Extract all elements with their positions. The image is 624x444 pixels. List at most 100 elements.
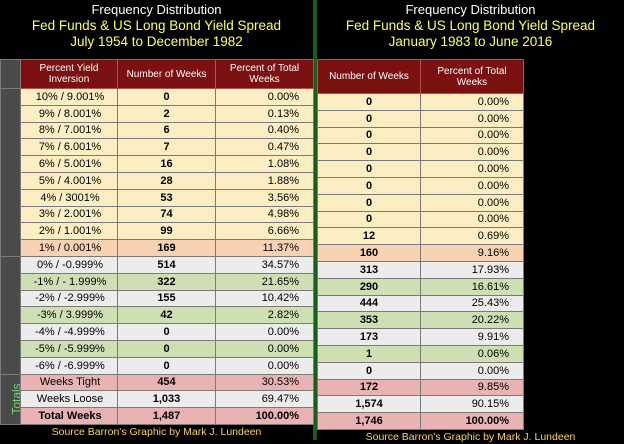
inversion-cell: 3% / 2.001% bbox=[21, 206, 118, 223]
percent-cell: 0.00% bbox=[421, 177, 524, 194]
table-row: Tight Money10% / 9.001%00.00% bbox=[318, 94, 624, 111]
table-row: 9% / 8.001%00.00% bbox=[318, 110, 624, 127]
percent-cell: 0.06% bbox=[421, 345, 524, 362]
weeks-cell: 514 bbox=[118, 256, 216, 273]
percent-cell: 3.56% bbox=[216, 189, 314, 206]
percent-cell: 0.00% bbox=[421, 161, 524, 178]
percent-cell: 0.00% bbox=[421, 94, 524, 111]
weeks-cell: 28 bbox=[118, 172, 216, 189]
inversion-cell: -3% / 3.999% bbox=[21, 307, 118, 324]
weeks-cell: 2 bbox=[118, 105, 216, 122]
header-weeks: Number of Weeks bbox=[318, 60, 421, 94]
weeks-cell: 173 bbox=[318, 329, 421, 346]
weeks-cell: 0 bbox=[118, 357, 216, 374]
percent-cell: 6.66% bbox=[216, 223, 314, 240]
inversion-cell: -6% / -6.999% bbox=[21, 357, 118, 374]
weeks-cell: 444 bbox=[318, 295, 421, 312]
weeks-cell: 99 bbox=[118, 223, 216, 240]
weeks-cell: 155 bbox=[118, 290, 216, 307]
percent-cell: 0.00% bbox=[421, 362, 524, 379]
header-percent: Percent of Total Weeks bbox=[421, 60, 524, 94]
weeks-cell: 6 bbox=[118, 122, 216, 139]
inversion-cell: 0% / -0.999% bbox=[21, 256, 118, 273]
inversion-cell: -4% / -4.999% bbox=[21, 324, 118, 341]
percent-cell: 0.13% bbox=[216, 105, 314, 122]
inversion-cell: -1% / - 1.999% bbox=[21, 273, 118, 290]
right-title: Frequency Distribution Fed Funds & US Lo… bbox=[317, 0, 624, 50]
inversion-cell: -2% / -2.999% bbox=[21, 290, 118, 307]
left-title: Frequency Distribution Fed Funds & US Lo… bbox=[0, 0, 313, 50]
percent-cell: 1.88% bbox=[216, 172, 314, 189]
weeks-cell: 353 bbox=[318, 312, 421, 329]
weeks-cell: 1 bbox=[318, 345, 421, 362]
percent-cell: 0.00% bbox=[421, 211, 524, 228]
side-label-tight: Tight Money bbox=[1, 89, 21, 257]
percent-cell: 10.42% bbox=[216, 290, 314, 307]
weeks-cell: 0 bbox=[318, 362, 421, 379]
totals-label-cell: Weeks Loose bbox=[21, 391, 118, 408]
inversion-cell: 1% / 0.001% bbox=[21, 240, 118, 257]
header-weeks: Number of Weeks bbox=[118, 60, 216, 89]
table-row: -5% / -5.999%10.06% bbox=[318, 345, 624, 362]
inversion-cell: 4% / 3001% bbox=[21, 189, 118, 206]
percent-cell: 9.16% bbox=[421, 245, 524, 262]
totals-percent-cell: 30.53% bbox=[216, 374, 314, 391]
table-row: 4% / 3001%00.00% bbox=[318, 194, 624, 211]
totals-weeks-cell: 1,746 bbox=[318, 413, 421, 430]
left-title-line-2: Fed Funds & US Long Bond Yield Spread bbox=[0, 18, 313, 34]
side-label-totals-text: Totals bbox=[10, 383, 21, 414]
table-row: Tight Money10% / 9.001%00.00% bbox=[1, 89, 314, 106]
percent-cell: 17.93% bbox=[421, 261, 524, 278]
percent-cell: 1.08% bbox=[216, 156, 314, 173]
weeks-cell: 160 bbox=[318, 245, 421, 262]
weeks-cell: 0 bbox=[318, 194, 421, 211]
weeks-cell: 0 bbox=[318, 211, 421, 228]
percent-cell: 0.00% bbox=[421, 144, 524, 161]
weeks-cell: 0 bbox=[318, 144, 421, 161]
right-title-line-2: Fed Funds & US Long Bond Yield Spread bbox=[317, 18, 624, 34]
percent-cell: 0.00% bbox=[421, 110, 524, 127]
percent-cell: 9.91% bbox=[421, 329, 524, 346]
weeks-cell: 0 bbox=[118, 324, 216, 341]
right-footer: Source Barron's Graphic by Mark J. Lunde… bbox=[317, 430, 624, 444]
right-title-line-3: January 1983 to June 2016 bbox=[317, 34, 624, 50]
percent-cell: 21.65% bbox=[216, 273, 314, 290]
weeks-cell: 7 bbox=[118, 139, 216, 156]
weeks-cell: 74 bbox=[118, 206, 216, 223]
left-title-line-3: July 1954 to December 1982 bbox=[0, 34, 313, 50]
side-label-loose: Loose Money bbox=[1, 256, 21, 374]
percent-cell: 4.98% bbox=[216, 206, 314, 223]
percent-cell: 0.00% bbox=[421, 127, 524, 144]
inversion-cell: 6% / 5.001% bbox=[21, 156, 118, 173]
table-row: 6% / 5.001%00.00% bbox=[318, 161, 624, 178]
totals-weeks-cell: 172 bbox=[318, 379, 421, 396]
percent-cell: 34.57% bbox=[216, 256, 314, 273]
left-footer: Source Barron's Graphic by Mark J. Lunde… bbox=[0, 425, 313, 439]
header-percent: Percent of Total Weeks bbox=[216, 60, 314, 89]
totals-weeks-cell: 1,033 bbox=[118, 391, 216, 408]
weeks-cell: 322 bbox=[118, 273, 216, 290]
weeks-cell: 313 bbox=[318, 261, 421, 278]
totals-percent-cell: 100.00% bbox=[216, 408, 314, 425]
percent-cell: 11.37% bbox=[216, 240, 314, 257]
inversion-cell: 7% / 6.001% bbox=[21, 139, 118, 156]
